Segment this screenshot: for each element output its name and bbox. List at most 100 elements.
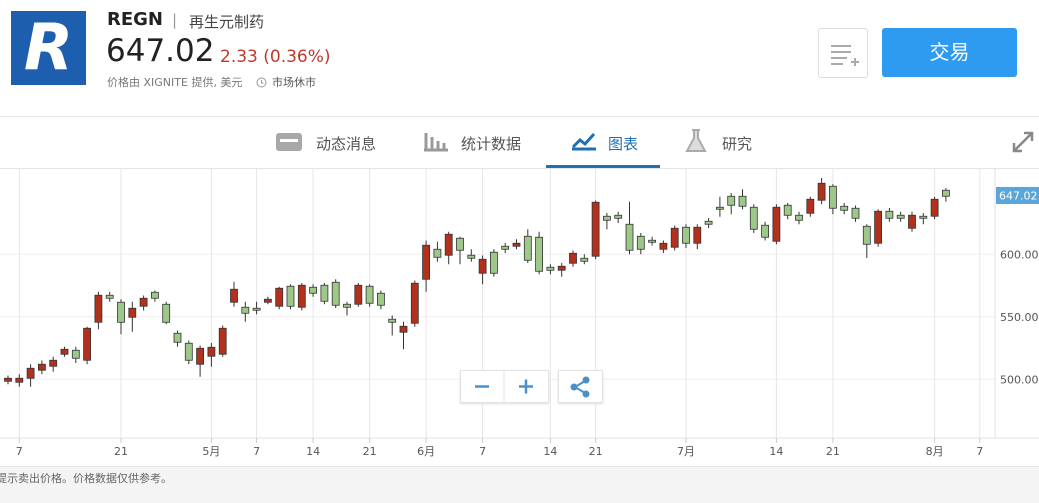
candle-body	[83, 327, 91, 361]
candle-body	[535, 236, 543, 272]
candle-body	[320, 284, 329, 302]
tab-active[interactable]: 图表	[608, 135, 639, 153]
candle-body	[196, 347, 205, 365]
candle-body	[331, 281, 340, 306]
stats-icon	[424, 133, 448, 152]
separator: |	[172, 11, 178, 29]
candle-body	[942, 189, 950, 197]
candle-body	[569, 252, 577, 264]
tab[interactable]: 统计数据	[461, 135, 522, 153]
candle-body	[433, 248, 442, 258]
y-tick-label: 550.00	[1000, 311, 1039, 324]
candle-body	[919, 215, 928, 219]
list-icon	[831, 45, 859, 66]
news-icon	[276, 133, 302, 151]
candle-body	[184, 342, 193, 361]
candle-body	[207, 346, 216, 357]
candle-body	[670, 227, 679, 248]
candle-body	[388, 318, 397, 323]
candle-body	[150, 291, 159, 299]
candle-body	[376, 292, 385, 306]
tab-bar: 动态消息 统计数据 图表 研究	[0, 116, 1039, 169]
tab[interactable]: 研究	[722, 135, 753, 153]
zoom-controls	[460, 370, 549, 403]
x-tick-label: 14	[543, 445, 557, 458]
x-tick-label: 8月	[926, 445, 944, 458]
candle-body	[365, 285, 374, 304]
chart: 500.00 550.00 600.00 7 21 5月 7 14 21 6月 7 14 21 7月 14 2…	[0, 168, 1039, 458]
candle-body	[874, 210, 882, 244]
candle-body	[840, 205, 849, 211]
candle-body	[501, 245, 510, 250]
candle-body	[896, 214, 905, 219]
expand-icon[interactable]	[1011, 130, 1035, 154]
market-status: 市场休市	[272, 76, 316, 89]
candle-body	[557, 265, 566, 271]
candle-body	[444, 233, 453, 256]
share-icon	[570, 376, 590, 398]
candle-body	[591, 201, 600, 257]
candle-body	[139, 297, 148, 307]
candle-body	[783, 204, 792, 216]
candle-body	[410, 282, 419, 324]
trade-button[interactable]: 交易	[882, 28, 1017, 77]
company: 再生元制药	[189, 13, 265, 31]
x-tick-label: 7	[976, 445, 983, 458]
tab[interactable]: 动态消息	[316, 135, 377, 153]
candle-body	[749, 206, 758, 230]
candle-body	[60, 348, 69, 355]
candle-body	[580, 257, 589, 262]
candle-body	[727, 195, 736, 206]
price-source: 价格由 XIGNITE 提供, 美元	[107, 76, 243, 89]
research-icon	[685, 129, 707, 152]
x-tick-label: 5月	[202, 445, 220, 458]
candle-body	[806, 198, 815, 214]
x-tick-label: 7	[253, 445, 260, 458]
x-tick-label: 7	[16, 445, 23, 458]
candle-body	[128, 307, 137, 318]
candle-body	[275, 287, 284, 307]
candle-body	[738, 195, 747, 207]
candle-body	[71, 349, 80, 359]
candle-body	[263, 298, 272, 303]
candle-body	[309, 286, 318, 294]
y-tick-label: 600.00	[1000, 248, 1039, 261]
x-tick-label: 21	[114, 445, 128, 458]
candle-body	[829, 185, 837, 209]
tab-underline	[546, 165, 660, 168]
header: R REGN | 再生元制药 647.02 2.33 (0.36%) 价格由 X…	[0, 0, 1039, 115]
logo: R	[11, 11, 86, 85]
share-button[interactable]	[558, 370, 603, 403]
candle-body	[659, 242, 668, 250]
candle-body	[105, 294, 114, 299]
candle-body	[15, 377, 24, 383]
candle-body	[252, 307, 261, 311]
watchlist-button[interactable]	[818, 28, 868, 78]
candle-body	[512, 242, 521, 247]
x-tick-label: 14	[306, 445, 320, 458]
candle-body	[862, 225, 871, 245]
x-tick-label: 14	[769, 445, 783, 458]
candle-body	[218, 327, 227, 355]
candle-body	[603, 215, 611, 221]
y-tick-label: 500.00	[1000, 373, 1039, 386]
x-tick-label: 7月	[677, 445, 695, 458]
candle-body	[162, 303, 171, 323]
candle-body	[354, 284, 363, 305]
x-tick-label: 21	[826, 445, 840, 458]
candle-body	[456, 237, 464, 251]
candle-body	[343, 303, 351, 308]
x-tick-label: 7	[479, 445, 486, 458]
candle-body	[704, 220, 713, 225]
price-change: 2.33 (0.36%)	[220, 47, 331, 67]
candle-body	[26, 367, 35, 379]
candle-body	[489, 251, 498, 274]
zoom-icons[interactable]	[461, 371, 548, 402]
candle-body	[648, 239, 656, 243]
candle-body	[286, 285, 295, 307]
candle-body	[399, 325, 408, 333]
candle-body	[478, 258, 487, 274]
candle-body	[467, 254, 476, 259]
candle-body	[523, 235, 532, 261]
x-tick-label: 21	[363, 445, 377, 458]
